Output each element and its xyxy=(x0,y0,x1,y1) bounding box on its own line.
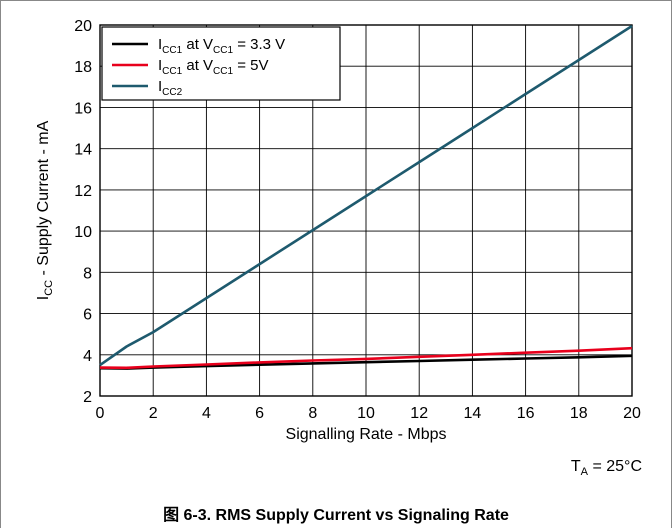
y-tick-label-3: 8 xyxy=(83,265,92,282)
y-tick-label-0: 2 xyxy=(83,389,92,406)
supply-current-chart: 0 2 4 6 8 10 12 14 16 18 202468101214161820Signall… xyxy=(35,18,641,443)
y-tick-label-8: 18 xyxy=(74,59,92,76)
x-tick-label-5: 10 xyxy=(357,405,375,422)
y-tick-label-1: 4 xyxy=(83,348,92,365)
y-tick-label-4: 10 xyxy=(74,224,92,241)
legend-label-1: ICC1 at VCC1 = 5V xyxy=(158,57,269,77)
y-axis-label: ICC - Supply Current - mA xyxy=(35,120,55,300)
y-tick-label-5: 12 xyxy=(74,183,92,200)
condition-subscript: A xyxy=(580,466,589,479)
y-tick-label-9: 20 xyxy=(74,18,92,35)
condition-value: = 25°C xyxy=(588,458,642,475)
x-tick-label-4: 8 xyxy=(308,405,317,422)
x-tick-label-7: 14 xyxy=(464,405,482,422)
figure-caption: 图 6-3. RMS Supply Current vs Signaling R… xyxy=(163,507,509,524)
series-line-1 xyxy=(99,346,633,370)
x-axis-label: Signalling Rate - Mbps xyxy=(286,426,447,443)
series-line-2 xyxy=(99,24,633,367)
x-tick-label-3: 6 xyxy=(255,405,264,422)
plot-area-border xyxy=(99,24,633,397)
y-tick-label-6: 14 xyxy=(74,142,92,159)
condition-symbol: T xyxy=(570,458,581,475)
x-tick-label-6: 12 xyxy=(410,405,428,422)
y-tick-label-2: 6 xyxy=(83,307,92,324)
x-tick-label-10: 20 xyxy=(623,405,641,422)
legend-box xyxy=(101,26,341,101)
y-tick-label-7: 16 xyxy=(74,100,92,117)
legend-label-2: ICC2 xyxy=(158,78,183,98)
x-tick-label-0: 0 xyxy=(96,405,105,422)
x-tick-label-2: 4 xyxy=(202,405,211,422)
temperature-condition: TA = 25°C xyxy=(571,458,642,478)
x-tick-label-8: 16 xyxy=(517,405,535,422)
legend-label-0: ICC1 at VCC1 = 3.3 V xyxy=(158,36,285,56)
x-tick-label-9: 18 xyxy=(570,405,588,422)
x-tick-label-1: 2 xyxy=(149,405,158,422)
